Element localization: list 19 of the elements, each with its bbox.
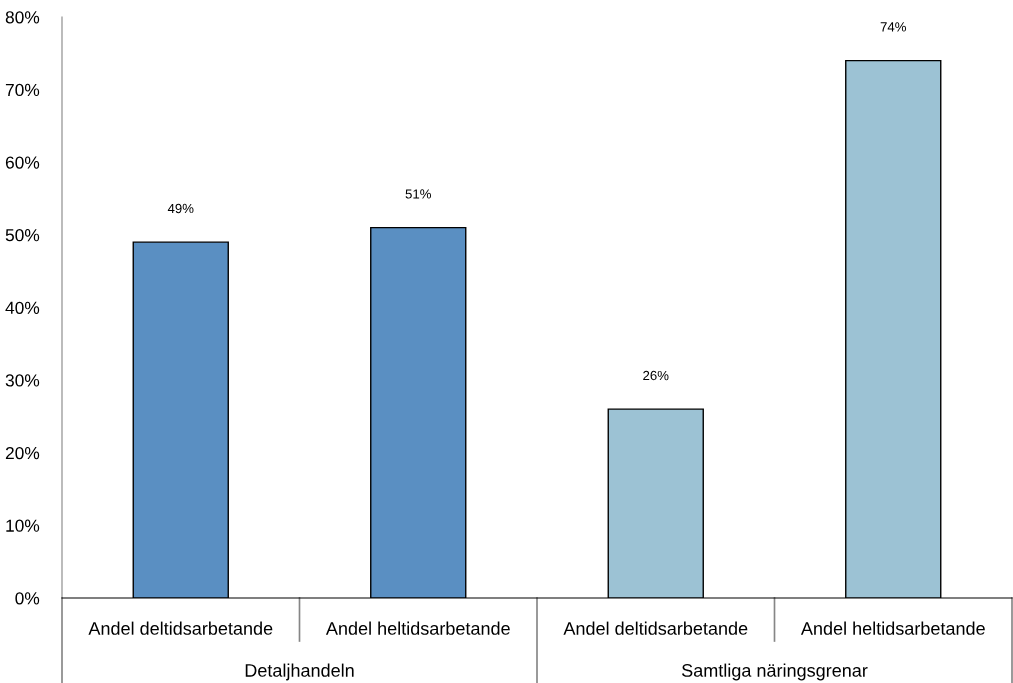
data-label: 74% (880, 22, 906, 32)
text: Detaljhandeln (245, 663, 354, 681)
x-tick-label: Andel deltidsarbetande (563, 621, 748, 635)
data-label: 26% (643, 370, 669, 381)
y-tick-label: 10% (6, 519, 40, 532)
x-tick-label: Andel heltidsarbetande (800, 621, 985, 635)
y-tick-label: 0% (15, 592, 40, 605)
y-tick-label: 30% (5, 374, 40, 387)
x-tick-label: Andel deltidsarbetande (88, 621, 273, 635)
x-tick-label: Andel heltidsarbetande (325, 621, 510, 635)
y-tick-label: 50% (5, 229, 40, 242)
y-tick-label: 40% (5, 301, 40, 314)
data-label: 51% (405, 189, 431, 199)
y-tick-label: 80% (5, 11, 40, 24)
data-label: 49% (167, 203, 194, 214)
y-tick-label: 20% (5, 446, 40, 460)
text: Samtliga näringsgrenar (681, 663, 868, 681)
y-tick-label: 70% (5, 83, 40, 97)
y-tick-label: 60% (5, 156, 40, 169)
